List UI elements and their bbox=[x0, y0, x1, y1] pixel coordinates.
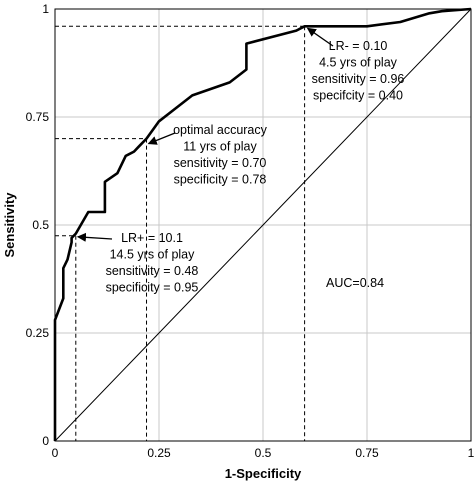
y-tick-label: 0.5 bbox=[32, 218, 49, 232]
annotation-line: 11 yrs of play bbox=[183, 140, 257, 154]
x-tick-label: 0 bbox=[52, 446, 59, 460]
annotation-arrow-0 bbox=[76, 232, 113, 242]
annotation-arrow-1 bbox=[147, 132, 176, 145]
y-tick-label: 1 bbox=[42, 2, 49, 16]
y-tick-label: 0.25 bbox=[26, 326, 50, 340]
annotation-line: specificity = 0.95 bbox=[106, 281, 199, 295]
x-tick-label: 0.75 bbox=[355, 446, 379, 460]
x-tick-label: 0.5 bbox=[255, 446, 272, 460]
annotation-line: LR- = 0.10 bbox=[329, 39, 388, 53]
annotation-line: 14.5 yrs of play bbox=[110, 248, 196, 262]
annotations: LR+ = 10.1 14.5 yrs of play sensitivity = … bbox=[76, 27, 405, 295]
y-tick-label: 0 bbox=[42, 434, 49, 448]
roc-curve-group bbox=[53, 7, 472, 441]
annotation-line: sensitivity = 0.48 bbox=[106, 264, 199, 278]
y-axis-title: Sensitivity bbox=[2, 192, 17, 258]
plot-frame bbox=[54, 8, 472, 442]
annotation-line: specificity = 0.78 bbox=[174, 173, 267, 187]
annotation-line: optimal accuracy bbox=[173, 123, 268, 137]
annotation-line: specifcity = 0.40 bbox=[313, 89, 403, 103]
diagonal-line bbox=[54, 8, 472, 442]
x-axis-title: 1-Specificity bbox=[225, 466, 302, 481]
y-tick-labels: 0 0.25 0.5 0.75 1 bbox=[26, 2, 50, 448]
x-tick-label: 1 bbox=[468, 446, 474, 460]
annotation-arrow-2 bbox=[306, 27, 334, 47]
annotation-line: sensitivity = 0.96 bbox=[312, 72, 405, 86]
chance-diagonal bbox=[54, 8, 472, 442]
roc-curve-line bbox=[53, 7, 472, 441]
axis-titles: 1-Specificity Sensitivity bbox=[2, 192, 302, 481]
plot-border bbox=[54, 8, 472, 442]
x-tick-label: 0.25 bbox=[147, 446, 171, 460]
y-tick-label: 0.75 bbox=[26, 110, 50, 124]
annotation-line: 4.5 yrs of play bbox=[319, 56, 398, 70]
x-tick-labels: 0 0.25 0.5 0.75 1 bbox=[52, 446, 474, 460]
annotation-line: AUC=0.84 bbox=[326, 276, 384, 290]
annotation-line: LR+ = 10.1 bbox=[121, 231, 183, 245]
annotation-line: sensitivity = 0.70 bbox=[174, 156, 267, 170]
